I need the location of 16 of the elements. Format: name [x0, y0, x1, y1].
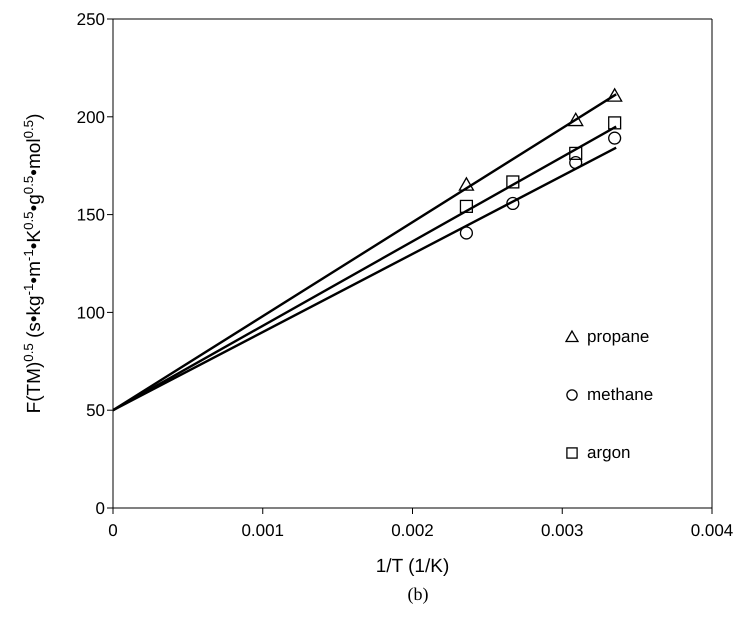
legend-label: propane	[587, 327, 650, 347]
y-tick-label: 250	[76, 10, 105, 30]
x-tick-label: 0.002	[391, 521, 434, 540]
x-tick-label: 0.003	[540, 521, 584, 540]
legend-label: argon	[587, 443, 630, 463]
y-tick-label: 50	[86, 401, 105, 420]
y-tick-label: 100	[76, 303, 105, 322]
legend-label: methane	[587, 385, 654, 405]
x-tick-label: 0	[108, 521, 118, 540]
y-tick-label: 150	[76, 206, 105, 225]
x-tick-label: 0.004	[690, 521, 734, 540]
y-tick-label: 0	[96, 499, 105, 518]
y-tick-label: 200	[76, 108, 105, 127]
text: (b)	[406, 584, 430, 605]
x-tick-label: 0.001	[241, 521, 284, 540]
x-axis-title: 1/T (1/K)	[376, 556, 450, 577]
